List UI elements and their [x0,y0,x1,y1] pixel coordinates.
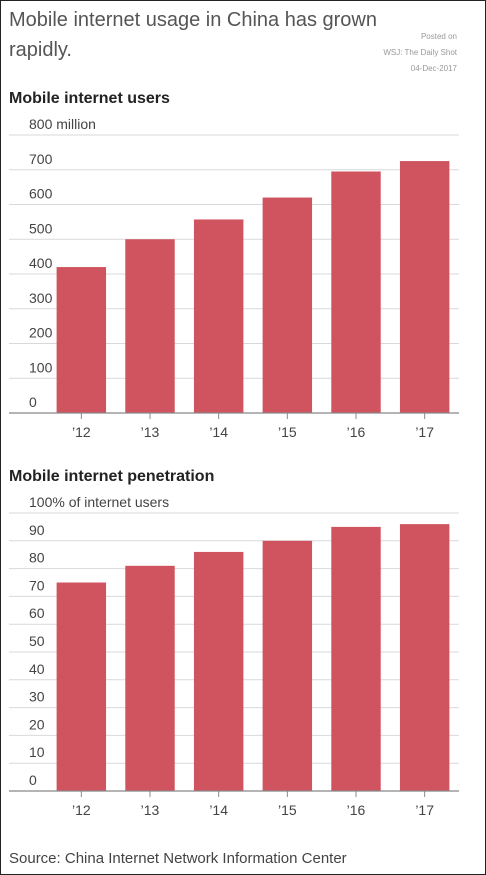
penetration-x-tick-label: ’13 [141,802,160,818]
source-note: Source: China Internet Network Informati… [9,850,347,867]
penetration-bar-chart: 0 10 20 30 40 50 60 70 80 90 100% of internet user… [9,494,459,818]
posted-label: Posted on [420,32,457,41]
penetration-bar [56,582,107,791]
users-bar [331,171,381,413]
penetration-x-tick-label: ’17 [415,802,434,818]
penetration-y-tick-label: 40 [29,661,45,677]
users-unit-label: 800 million [29,116,96,132]
chart-title-users: Mobile internet users [9,90,170,107]
users-x-tick-label: ’14 [209,424,228,440]
penetration-x-tick-label: ’12 [72,802,91,818]
penetration-y-tick-label: 70 [29,577,45,593]
users-x-tick-label: ’12 [72,424,91,440]
penetration-y-tick-label: 20 [29,716,45,732]
users-y-tick-label: 600 [29,186,53,202]
penetration-x-tick-label: ’14 [209,802,228,818]
headline: Mobile internet usage in China has grown… [9,9,377,61]
posted-credit: Posted on WSJ: The Daily Shot 04-Dec-201… [341,29,457,77]
penetration-y-tick-label: 30 [29,689,45,705]
users-y-tick-label: 100 [29,359,53,375]
users-bar-chart: 0 100 200 300 400 500 600 700 800 million ’12 ’13 ’… [9,116,459,440]
users-bar [56,267,107,413]
chart-title-penetration: Mobile internet penetration [9,468,215,485]
penetration-y-tick-label: 80 [29,550,45,566]
users-y-tick-label: 500 [29,220,53,236]
penetration-bar [399,524,450,791]
users-x-tick-label: ’17 [415,424,434,440]
penetration-y-tick-label: 50 [29,633,45,649]
users-y-tick-label: 700 [29,151,53,167]
users-bar [399,161,450,413]
users-y-tick-label: 0 [29,394,37,410]
penetration-bar [262,540,313,791]
penetration-x-tick-label: ’15 [278,802,297,818]
penetration-y-tick-label: 0 [29,772,37,788]
users-bar [262,197,313,413]
posted-source: WSJ: The Daily Shot [383,48,457,57]
users-bar [125,239,175,413]
penetration-bar [193,551,244,791]
users-x-tick-label: ’13 [141,424,160,440]
users-y-tick-label: 400 [29,255,53,271]
penetration-bar [125,565,175,791]
users-x-tick-label: ’16 [347,424,366,440]
users-y-tick-label: 200 [29,325,53,341]
penetration-y-tick-label: 60 [29,605,45,621]
penetration-y-tick-label: 10 [29,744,45,760]
posted-date: 04-Dec-2017 [410,64,457,73]
users-y-tick-label: 300 [29,290,53,306]
users-bar [193,219,244,413]
penetration-bar [331,526,381,791]
penetration-unit-label: 100% of internet users [29,494,169,510]
penetration-x-tick-label: ’16 [347,802,366,818]
penetration-y-tick-label: 90 [29,522,45,538]
users-x-tick-label: ’15 [278,424,297,440]
